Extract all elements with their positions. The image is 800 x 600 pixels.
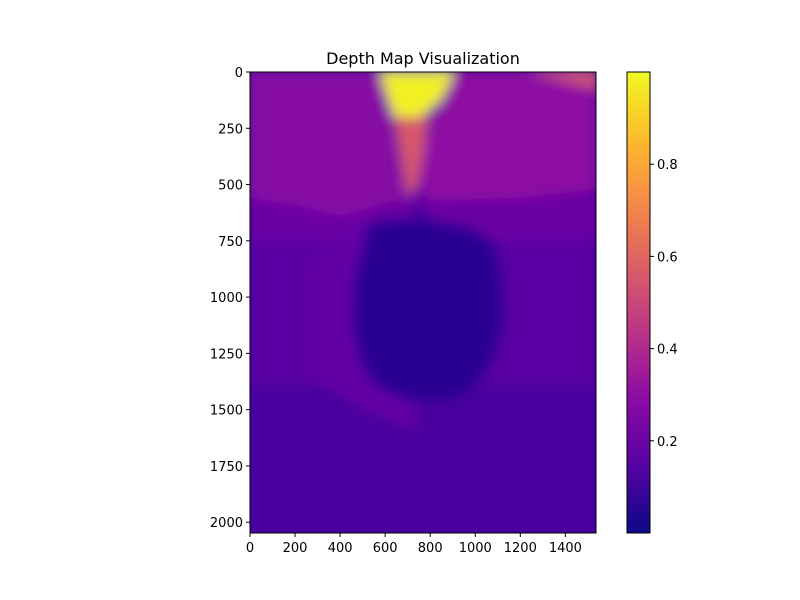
x-tick-label: 800 <box>418 541 443 556</box>
x-tick-label: 1400 <box>549 541 582 556</box>
y-tick-label: 750 <box>218 235 243 250</box>
y-tick-label: 250 <box>218 122 243 137</box>
x-tick-label: 1000 <box>459 541 492 556</box>
heatmap-region-7 <box>527 72 596 91</box>
y-tick-label: 0 <box>235 66 243 81</box>
colorbar-tick-label: 0.8 <box>657 158 678 173</box>
heatmap-area <box>250 72 596 533</box>
colorbar-tick-label: 0.4 <box>657 343 678 358</box>
x-tick-label: 600 <box>373 541 398 556</box>
chart-title: Depth Map Visualization <box>326 49 520 68</box>
y-tick-label: 500 <box>218 179 243 194</box>
y-axis: 0 250 500 750 1000 1250 1500 1750 2000 <box>210 66 250 531</box>
heatmap-region-3 <box>250 72 406 217</box>
y-tick-label: 1500 <box>210 404 243 419</box>
colorbar: 0.2 0.4 0.6 0.8 <box>626 71 678 534</box>
heatmap-region-4 <box>416 72 596 201</box>
heatmap-region-5 <box>379 72 455 118</box>
y-tick-label: 1000 <box>210 291 243 306</box>
x-tick-label: 200 <box>283 541 308 556</box>
colorbar-gradient <box>626 71 651 534</box>
x-tick-label: 1200 <box>504 541 537 556</box>
heatmap-region-10 <box>416 204 426 221</box>
heatmap-region-6 <box>394 117 428 199</box>
x-tick-label: 400 <box>328 541 353 556</box>
y-tick-label: 1250 <box>210 347 243 362</box>
y-tick-label: 1750 <box>210 460 243 475</box>
colorbar-tick-label: 0.2 <box>657 435 678 450</box>
y-tick-label: 2000 <box>210 516 243 531</box>
heatmap-regions <box>250 72 596 533</box>
x-axis: 0 200 400 600 800 1000 1200 1400 <box>246 533 582 556</box>
x-tick-label: 0 <box>246 541 254 556</box>
heatmap-region-9 <box>351 217 505 401</box>
colorbar-tick-label: 0.6 <box>657 250 678 265</box>
colorbar-ticks: 0.2 0.4 0.6 0.8 <box>650 158 678 450</box>
plot-frame <box>249 71 597 534</box>
